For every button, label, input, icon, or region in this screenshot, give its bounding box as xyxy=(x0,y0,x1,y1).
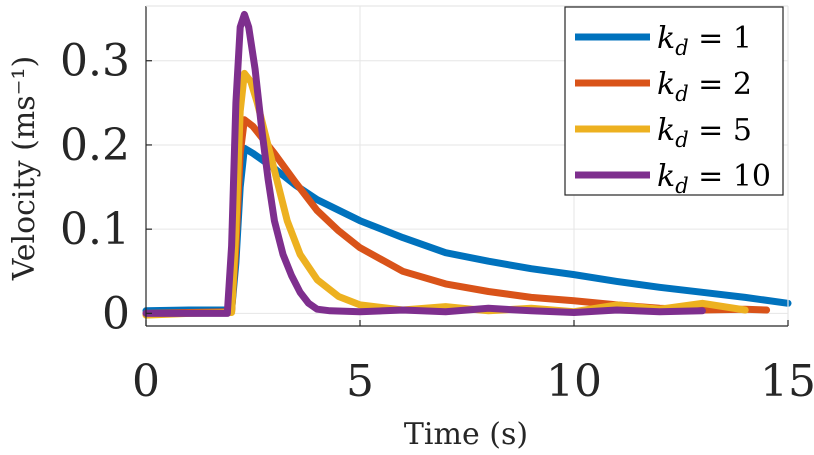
y-tick-label: 0.2 xyxy=(60,120,130,171)
legend: kd = 1 kd = 2 kd = 5 kd = 10 xyxy=(564,6,784,198)
axes xyxy=(145,5,789,327)
y-tick-label: 0.3 xyxy=(60,36,130,87)
y-ticks: 0 0.1 0.2 0.3 xyxy=(60,36,152,339)
legend-label: kd = 1 xyxy=(657,21,752,60)
legend-label: kd = 2 xyxy=(657,67,752,106)
x-tick-label: 5 xyxy=(346,356,374,407)
y-tick-label: 0 xyxy=(102,288,130,339)
x-tick-label: 10 xyxy=(546,356,602,407)
x-tick-label: 15 xyxy=(760,356,814,407)
series-layer xyxy=(142,10,792,319)
x-axis-title: Time (s) xyxy=(404,417,528,452)
y-axis-title: Velocity (ms⁻¹) xyxy=(7,56,42,281)
legend-label: kd = 5 xyxy=(657,113,752,152)
legend-label: kd = 10 xyxy=(657,159,771,198)
legend-box xyxy=(564,6,784,196)
x-tick-label: 0 xyxy=(132,356,160,407)
x-ticks: 0 5 10 15 xyxy=(132,320,814,407)
y-tick-label: 0.1 xyxy=(60,204,130,255)
series-line-kd-10 xyxy=(142,10,706,317)
